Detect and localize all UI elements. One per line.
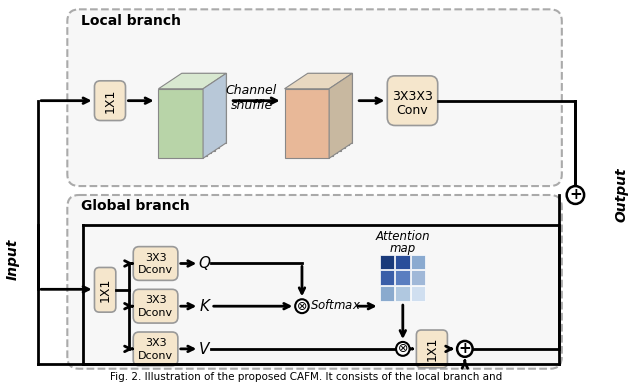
Polygon shape xyxy=(308,73,352,143)
Text: Fig. 2. Illustration of the proposed CAFM. It consists of the local branch and: Fig. 2. Illustration of the proposed CAF… xyxy=(110,372,502,382)
Text: 3X3: 3X3 xyxy=(144,295,166,305)
Polygon shape xyxy=(292,83,337,153)
FancyBboxPatch shape xyxy=(416,330,447,368)
FancyBboxPatch shape xyxy=(94,267,116,312)
Circle shape xyxy=(457,341,473,357)
Bar xyxy=(411,286,425,301)
Bar xyxy=(395,270,409,285)
Text: Input: Input xyxy=(6,239,20,280)
Bar xyxy=(379,286,394,301)
Text: $V$: $V$ xyxy=(198,341,212,357)
Polygon shape xyxy=(284,89,329,158)
Circle shape xyxy=(295,299,309,313)
Polygon shape xyxy=(300,78,345,148)
Polygon shape xyxy=(288,86,333,156)
Polygon shape xyxy=(181,73,226,143)
Text: Dconv: Dconv xyxy=(138,265,173,275)
FancyBboxPatch shape xyxy=(133,332,178,366)
Text: ⊗: ⊗ xyxy=(296,300,307,313)
Text: 3X3: 3X3 xyxy=(144,253,166,263)
Text: map: map xyxy=(390,242,416,255)
Text: Dconv: Dconv xyxy=(138,308,173,318)
FancyBboxPatch shape xyxy=(67,9,562,186)
Text: 3X3: 3X3 xyxy=(144,338,166,348)
Polygon shape xyxy=(296,81,341,151)
Polygon shape xyxy=(284,73,352,89)
FancyBboxPatch shape xyxy=(387,76,438,125)
Text: $Q$: $Q$ xyxy=(198,255,212,272)
Bar xyxy=(395,286,409,301)
Polygon shape xyxy=(163,86,207,156)
Polygon shape xyxy=(158,89,203,158)
FancyBboxPatch shape xyxy=(94,81,126,121)
FancyBboxPatch shape xyxy=(133,247,178,281)
Text: shuffle: shuffle xyxy=(230,99,273,112)
Text: +: + xyxy=(458,341,471,357)
Polygon shape xyxy=(329,73,352,158)
Polygon shape xyxy=(166,83,211,153)
FancyBboxPatch shape xyxy=(67,195,562,369)
Polygon shape xyxy=(170,81,215,151)
Circle shape xyxy=(566,186,584,204)
Text: Dconv: Dconv xyxy=(138,351,173,361)
Text: Local branch: Local branch xyxy=(81,14,181,28)
Text: 1X1: 1X1 xyxy=(425,337,438,361)
Text: $K$: $K$ xyxy=(198,298,212,314)
Text: 1X1: 1X1 xyxy=(99,278,112,302)
Text: Channel: Channel xyxy=(226,84,277,97)
Text: Conv: Conv xyxy=(397,104,428,117)
Text: 3X3X3: 3X3X3 xyxy=(392,90,433,103)
Bar xyxy=(395,255,409,269)
Circle shape xyxy=(396,342,409,356)
Polygon shape xyxy=(178,76,222,146)
Text: $Softmax$: $Softmax$ xyxy=(310,298,361,312)
Bar xyxy=(411,255,425,269)
FancyBboxPatch shape xyxy=(133,289,178,323)
Bar xyxy=(379,270,394,285)
Polygon shape xyxy=(174,78,219,148)
Text: Attention: Attention xyxy=(376,230,430,243)
Text: ⊗: ⊗ xyxy=(398,342,408,355)
Bar xyxy=(379,255,394,269)
Polygon shape xyxy=(203,73,226,158)
Text: +: + xyxy=(569,187,582,203)
Polygon shape xyxy=(304,76,349,146)
Text: Output: Output xyxy=(615,168,628,222)
Polygon shape xyxy=(158,73,226,89)
Bar xyxy=(411,270,425,285)
Text: Global branch: Global branch xyxy=(81,199,190,213)
Text: 1X1: 1X1 xyxy=(104,88,116,113)
